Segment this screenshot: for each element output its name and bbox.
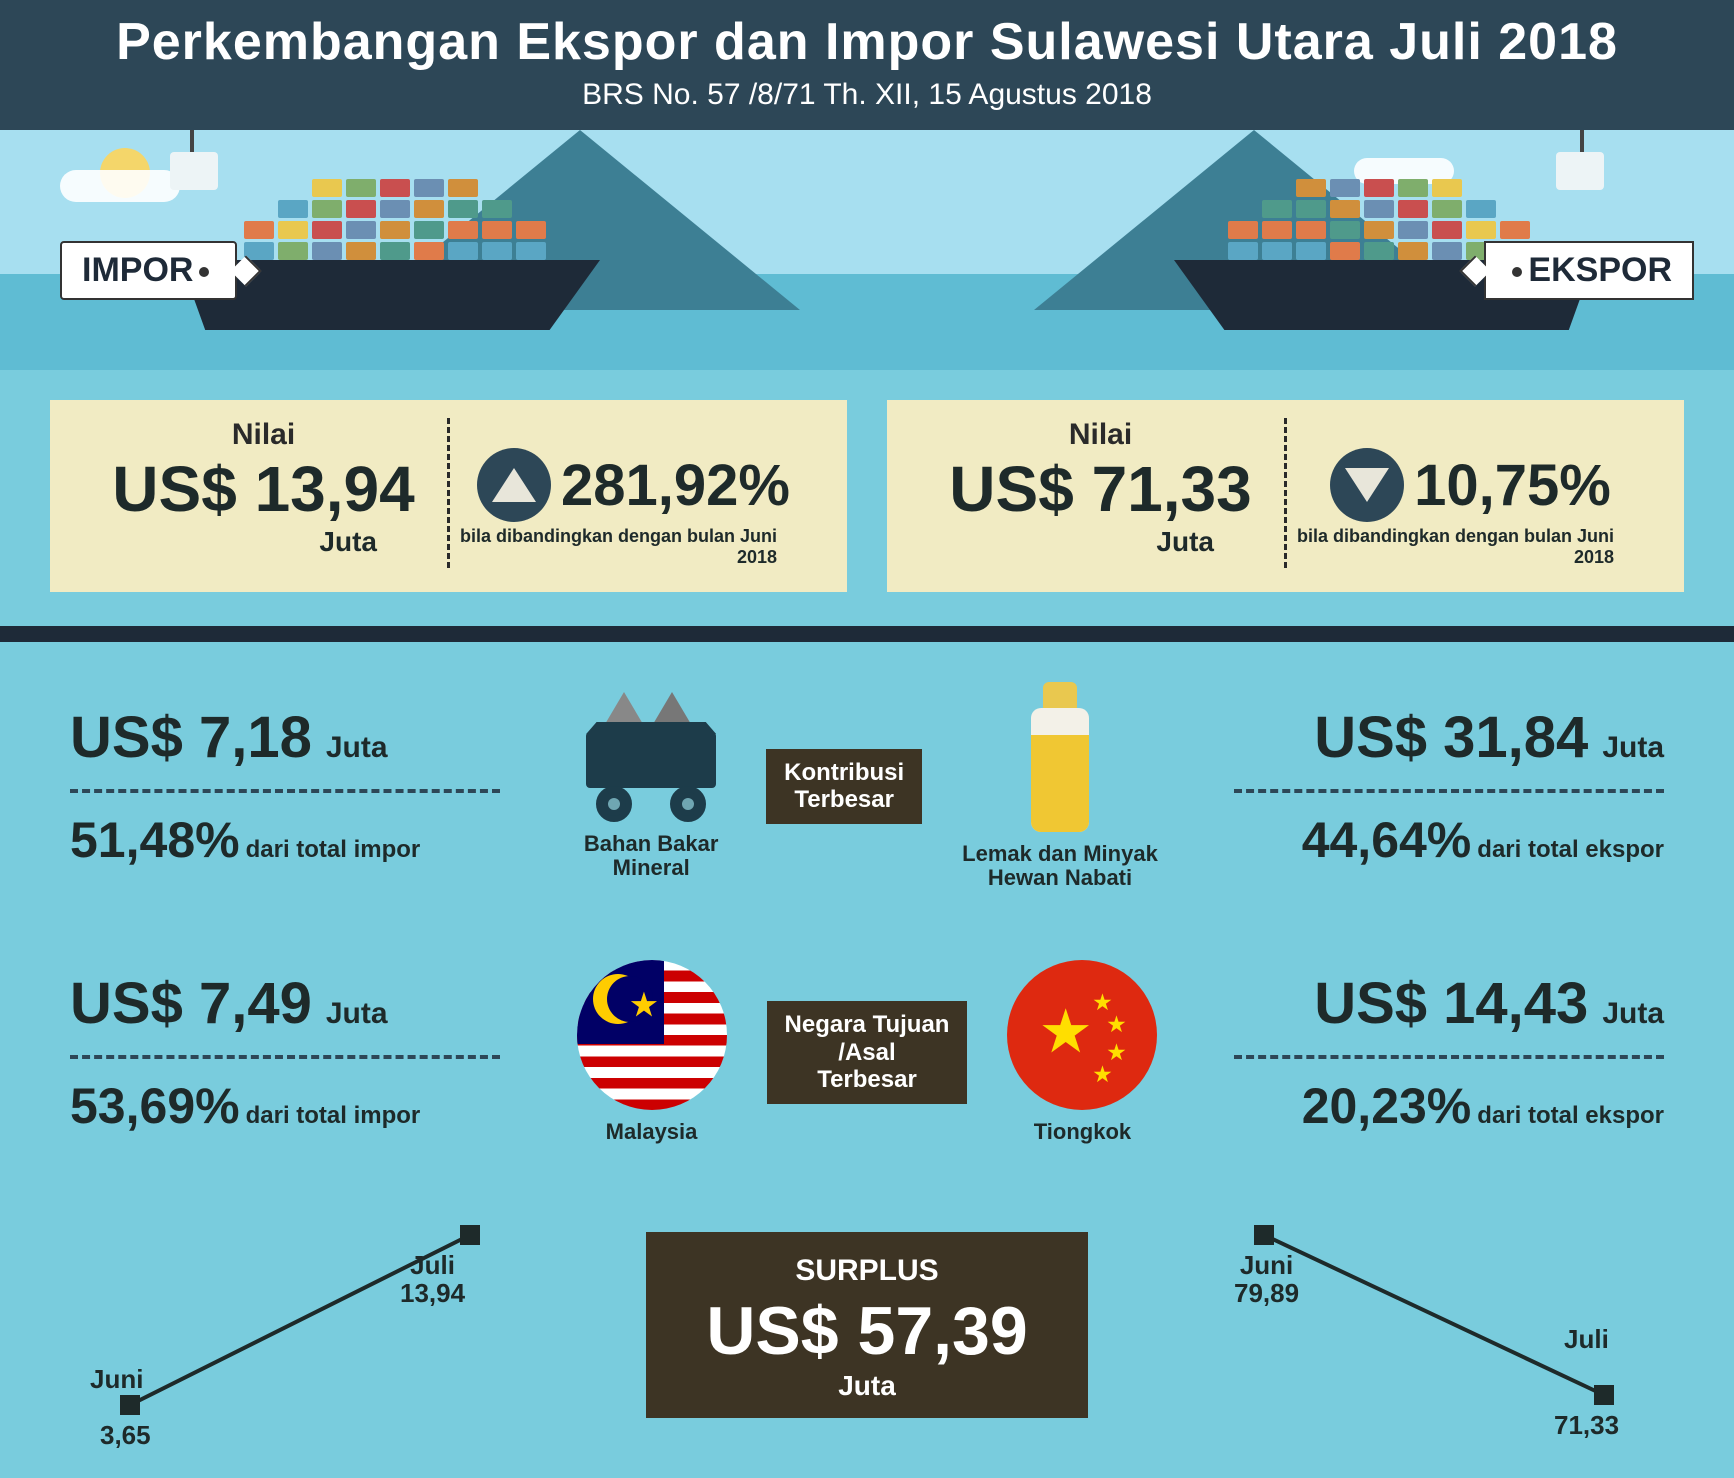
- infographic-root: Perkembangan Ekspor dan Impor Sulawesi U…: [0, 0, 1734, 1478]
- china-flag-icon: ★ ★★★★ Tiongkok: [1007, 960, 1157, 1144]
- page-subtitle: BRS No. 57 /8/71 Th. XII, 15 Agustus 201…: [0, 78, 1734, 112]
- header: Perkembangan Ekspor dan Impor Sulawesi U…: [0, 0, 1734, 130]
- impor-negara-stat: US$ 7,49Juta 53,69%dari total impor: [70, 970, 500, 1135]
- nilai-label: Nilai: [1069, 418, 1132, 452]
- import-ship-icon: [180, 170, 600, 330]
- kontribusi-row: US$ 7,18Juta 51,48%dari total impor Baha…: [70, 682, 1664, 890]
- ekspor-tag: EKSPOR: [1484, 241, 1694, 300]
- negara-row: US$ 7,49Juta 53,69%dari total impor ★ Ma…: [70, 960, 1664, 1144]
- negara-badge: Negara Tujuan/AsalTerbesar: [767, 1001, 968, 1104]
- up-arrow-icon: [477, 448, 551, 522]
- malaysia-flag-icon: ★ Malaysia: [577, 960, 727, 1144]
- ekspor-nilai-box: Nilai US$ 71,33 Juta 10,75% bila dibandi…: [887, 400, 1684, 592]
- impor-value: US$ 13,94: [80, 452, 447, 526]
- impor-nilai-box: Nilai US$ 13,94 Juta 281,92% bila diband…: [50, 400, 847, 592]
- surplus-unit: Juta: [706, 1370, 1027, 1402]
- section-divider: [0, 626, 1734, 642]
- surplus-label: SURPLUS: [706, 1254, 1027, 1288]
- nilai-label: Nilai: [232, 418, 295, 452]
- juta-label: Juta: [80, 526, 447, 558]
- impor-kontribusi-stat: US$ 7,18Juta 51,48%dari total impor: [70, 704, 500, 869]
- impor-pct: 281,92%: [561, 452, 790, 519]
- juta-label: Juta: [917, 526, 1284, 558]
- ekspor-kontribusi-stat: US$ 31,84Juta 44,64%dari total ekspor: [1234, 704, 1664, 869]
- ekspor-pct: 10,75%: [1414, 452, 1611, 519]
- bottom-row: Juni3,65Juli13,94 SURPLUS US$ 57,39 Juta…: [0, 1145, 1734, 1475]
- compare-note: bila dibandingkan dengan bulan Juni 2018: [1287, 526, 1654, 568]
- cloud-icon: [60, 170, 180, 202]
- impor-trend-chart: Juni3,65Juli13,94: [70, 1195, 530, 1455]
- ships-illustration: IMPOR EKSPOR: [0, 130, 1734, 370]
- mineral-cart-icon: Bahan BakarMineral: [576, 692, 726, 880]
- page-title: Perkembangan Ekspor dan Impor Sulawesi U…: [0, 12, 1734, 72]
- ekspor-negara-stat: US$ 14,43Juta 20,23%dari total ekspor: [1234, 970, 1664, 1135]
- down-arrow-icon: [1330, 448, 1404, 522]
- detail-section: US$ 7,18Juta 51,48%dari total impor Baha…: [0, 642, 1734, 1145]
- ekspor-value: US$ 71,33: [917, 452, 1284, 526]
- ekspor-trend-chart: Juni79,89Juli71,33: [1204, 1195, 1664, 1455]
- compare-note: bila dibandingkan dengan bulan Juni 2018: [450, 526, 817, 568]
- kontribusi-badge: KontribusiTerbesar: [766, 749, 922, 824]
- surplus-value: US$ 57,39: [706, 1292, 1027, 1370]
- surplus-block: SURPLUS US$ 57,39 Juta: [570, 1232, 1164, 1418]
- impor-tag: IMPOR: [60, 241, 237, 300]
- oil-bottle-icon: Lemak dan MinyakHewan Nabati: [962, 682, 1158, 890]
- nilai-row: Nilai US$ 13,94 Juta 281,92% bila diband…: [0, 370, 1734, 626]
